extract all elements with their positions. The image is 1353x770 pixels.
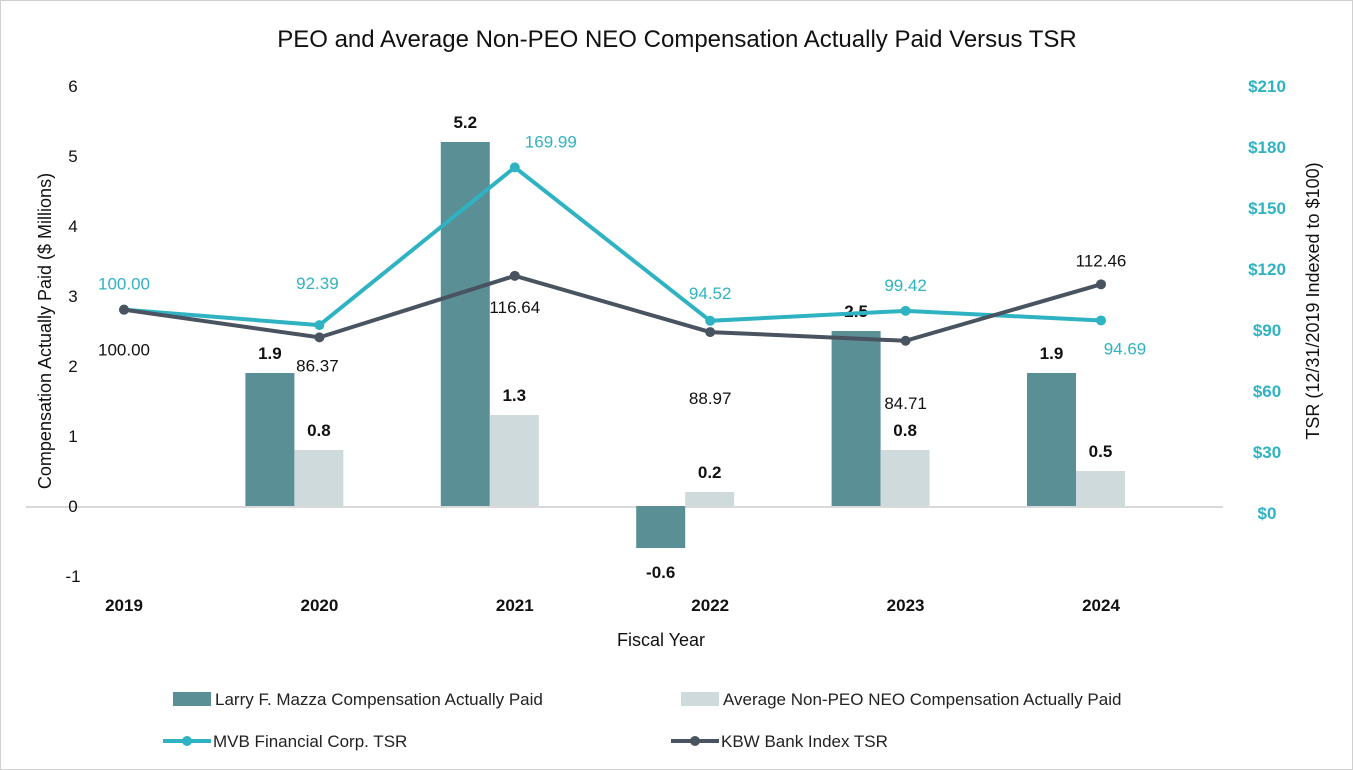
kbw-tsr-label: 112.46 bbox=[1076, 251, 1127, 270]
kbw-tsr-label: 88.97 bbox=[689, 389, 732, 408]
mvb-tsr-point bbox=[509, 162, 520, 173]
legend-label: Larry F. Mazza Compensation Actually Pai… bbox=[215, 690, 543, 709]
x-tick-label: 2020 bbox=[300, 596, 338, 615]
legend-marker bbox=[690, 736, 700, 746]
bar-data-label: 5.2 bbox=[453, 113, 477, 132]
bar-data-label: 1.9 bbox=[1040, 344, 1064, 363]
bar-data-label: 0.2 bbox=[698, 463, 722, 482]
y-tick-label: 2 bbox=[68, 357, 77, 376]
mvb-tsr-point bbox=[314, 320, 325, 331]
bar-data-label: 1.3 bbox=[502, 386, 526, 405]
y2-tick-label: $30 bbox=[1253, 443, 1281, 462]
x-tick-label: 2024 bbox=[1082, 596, 1120, 615]
legend: Larry F. Mazza Compensation Actually Pai… bbox=[163, 690, 1121, 751]
mvb-tsr-label: 99.42 bbox=[884, 276, 927, 295]
legend-marker bbox=[182, 736, 192, 746]
mvb-tsr-label: 94.52 bbox=[689, 284, 732, 303]
y2-tick-label: $180 bbox=[1248, 138, 1286, 157]
neo-bar bbox=[685, 492, 735, 506]
y-tick-label: 6 bbox=[68, 77, 77, 96]
bar-data-label: 0.8 bbox=[307, 421, 331, 440]
legend-swatch bbox=[681, 692, 719, 706]
y-tick-label: -1 bbox=[65, 567, 80, 586]
kbw-tsr-label: 116.64 bbox=[489, 298, 540, 317]
y2-tick-label: $60 bbox=[1253, 382, 1281, 401]
x-tick-label: 2021 bbox=[496, 596, 534, 615]
peo-bar bbox=[245, 373, 295, 506]
y2-tick-label: $210 bbox=[1248, 77, 1286, 96]
y-tick-label: 3 bbox=[68, 287, 77, 306]
x-axis-label: Fiscal Year bbox=[617, 630, 705, 650]
bar-data-label: 1.9 bbox=[258, 344, 282, 363]
kbw-tsr-label: 100.00 bbox=[98, 341, 150, 360]
y-tick-label: 1 bbox=[68, 427, 77, 446]
x-tick-label: 2019 bbox=[105, 596, 143, 615]
mvb-tsr-line bbox=[123, 164, 1102, 328]
y-axis-label: Compensation Actually Paid ($ Millions) bbox=[35, 173, 55, 489]
kbw-tsr-point bbox=[509, 270, 520, 281]
mvb-tsr-label: 94.69 bbox=[1104, 339, 1147, 358]
bar-data-label: 0.5 bbox=[1089, 442, 1113, 461]
bar-data-label: -0.6 bbox=[646, 563, 675, 582]
kbw-tsr-point bbox=[1096, 279, 1106, 290]
mvb-tsr-point bbox=[705, 315, 716, 326]
chart-title: PEO and Average Non-PEO NEO Compensation… bbox=[277, 26, 1077, 53]
neo-bar bbox=[880, 450, 930, 506]
kbw-tsr-point bbox=[314, 332, 325, 343]
peo-bar bbox=[440, 142, 490, 506]
bar-data-label: 0.8 bbox=[893, 421, 917, 440]
mvb-tsr-label: 92.39 bbox=[296, 274, 339, 293]
kbw-tsr-label: 84.71 bbox=[884, 394, 927, 413]
peo-bar bbox=[1027, 373, 1076, 506]
legend-label: KBW Bank Index TSR bbox=[721, 732, 888, 751]
mvb-tsr-point bbox=[900, 305, 911, 316]
legend-label: MVB Financial Corp. TSR bbox=[213, 732, 407, 751]
y2-tick-label: $120 bbox=[1248, 260, 1286, 279]
mvb-tsr-label: 169.99 bbox=[525, 132, 577, 151]
y2-tick-label: $0 bbox=[1258, 504, 1277, 523]
kbw-tsr-point bbox=[900, 335, 911, 346]
peo-bar bbox=[636, 506, 686, 548]
y2-tick-label: $90 bbox=[1253, 321, 1281, 340]
y2-tick-label: $150 bbox=[1248, 199, 1286, 218]
kbw-tsr-point bbox=[705, 327, 716, 338]
kbw-tsr-line bbox=[123, 273, 1102, 343]
x-tick-label: 2023 bbox=[887, 596, 925, 615]
neo-bar bbox=[294, 450, 344, 506]
y-tick-label: 0 bbox=[68, 497, 77, 516]
kbw-tsr-point bbox=[119, 304, 129, 315]
peo-bar bbox=[831, 331, 881, 506]
neo-bar bbox=[489, 415, 539, 506]
legend-swatch bbox=[173, 692, 211, 706]
neo-bar bbox=[1076, 471, 1125, 506]
x-tick-label: 2022 bbox=[691, 596, 729, 615]
mvb-tsr-label: 100.00 bbox=[98, 275, 150, 294]
mvb-tsr-point bbox=[1096, 315, 1106, 326]
y2-axis-label: TSR (12/31/2019 Indexed to $100) bbox=[1303, 162, 1323, 439]
y-tick-label: 4 bbox=[68, 217, 77, 236]
kbw-tsr-label: 86.37 bbox=[296, 356, 339, 375]
legend-label: Average Non-PEO NEO Compensation Actuall… bbox=[723, 690, 1121, 709]
y-tick-label: 5 bbox=[68, 147, 77, 166]
